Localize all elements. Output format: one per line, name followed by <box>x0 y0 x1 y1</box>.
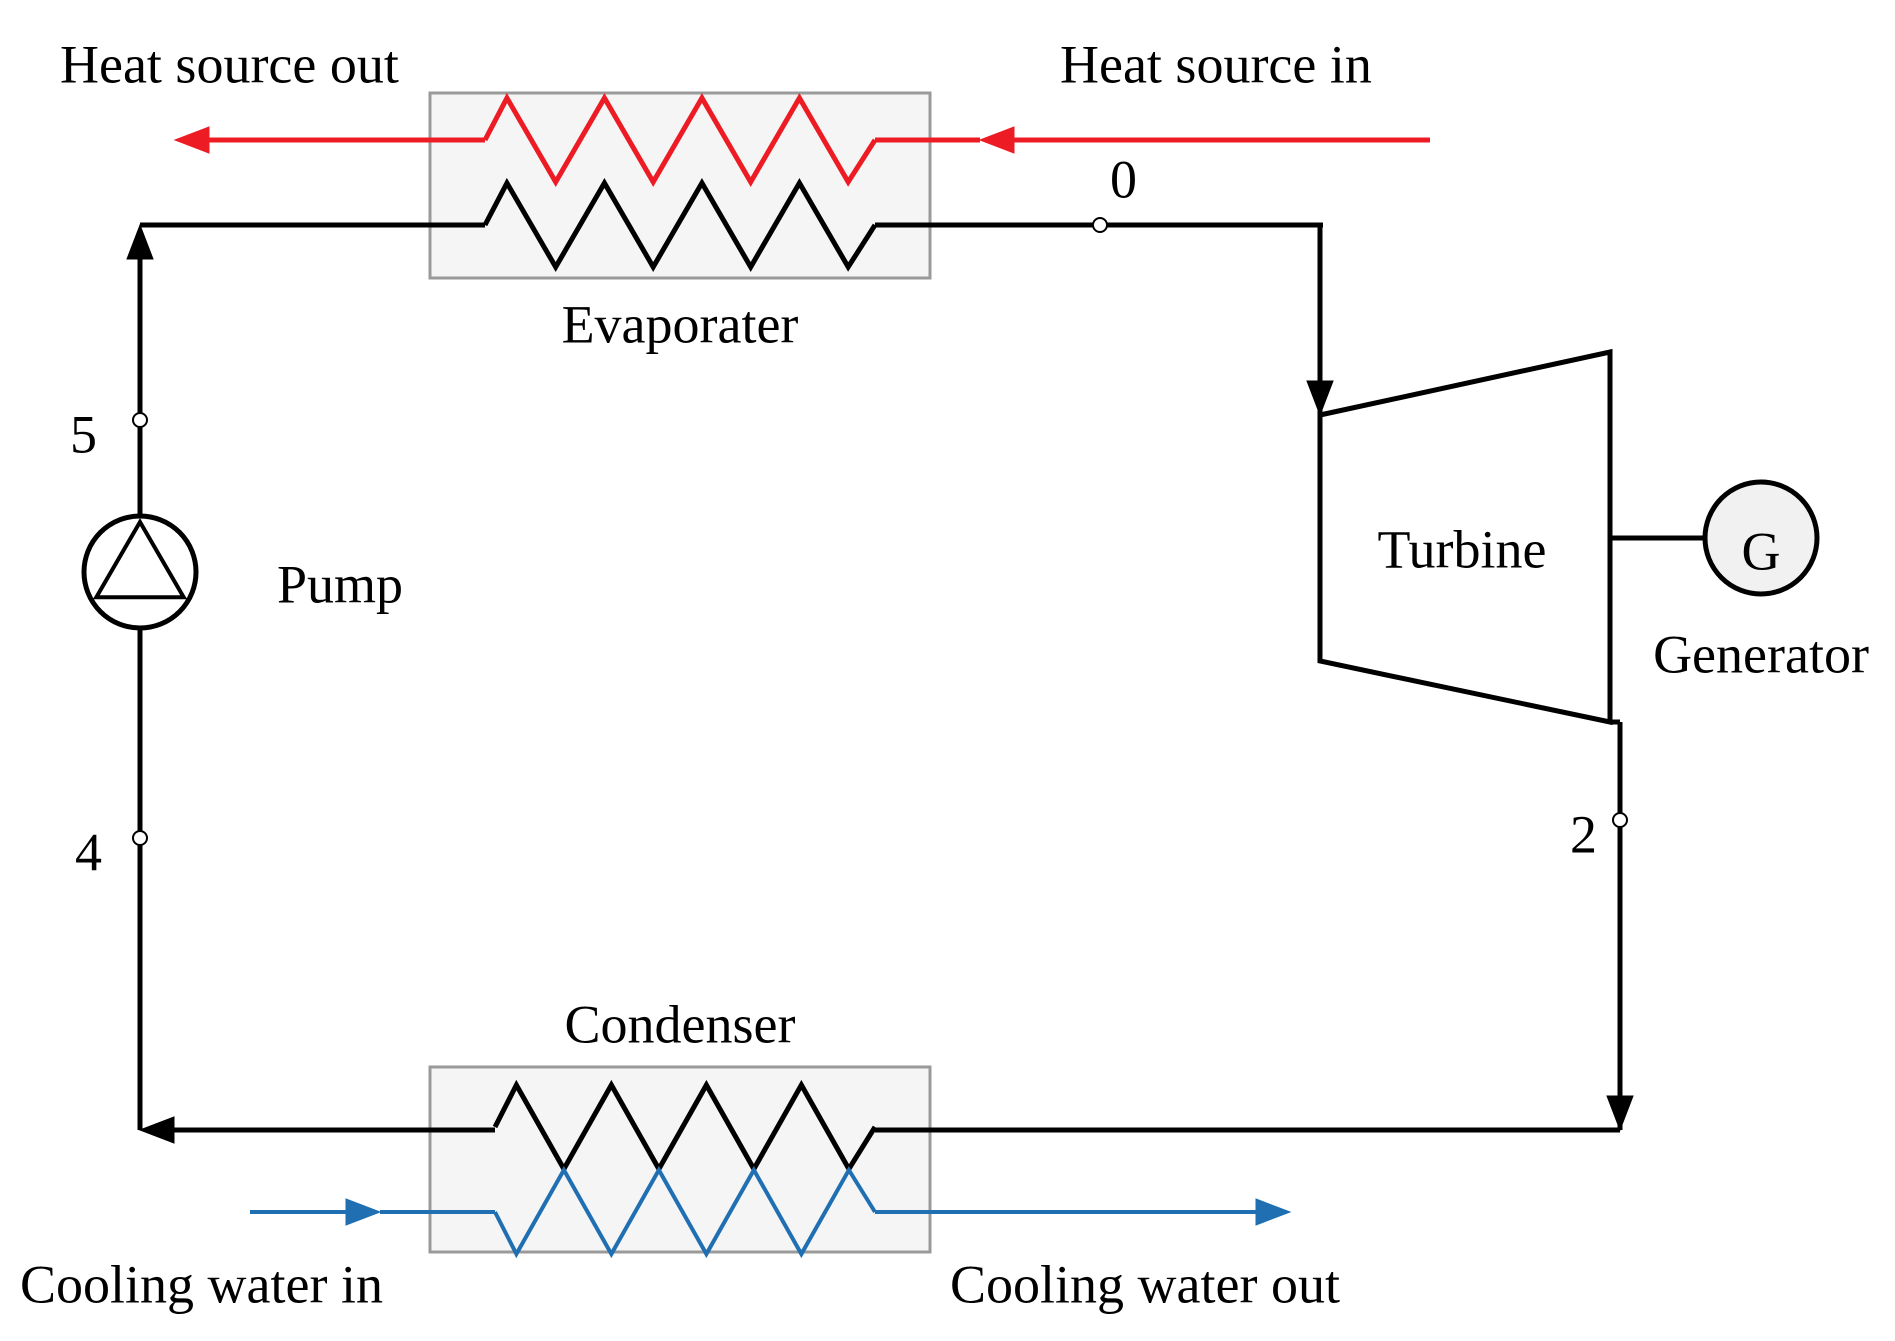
label-cool-out: Cooling water out <box>950 1254 1340 1314</box>
label-pt0: 0 <box>1110 149 1137 209</box>
label-turbine: Turbine <box>1377 519 1546 579</box>
label-pt4: 4 <box>75 822 102 882</box>
heat-out-arrow <box>175 127 209 153</box>
arrow-bottom-left <box>140 1117 174 1143</box>
label-generator: Generator <box>1653 624 1869 684</box>
arrow-top-left <box>127 225 153 259</box>
cool-in-arrow <box>346 1199 380 1225</box>
label-evaporator: Evaporater <box>562 294 799 354</box>
arrow-bottom-right <box>1607 1096 1633 1130</box>
label-heat-out: Heat source out <box>60 34 399 94</box>
label-pump: Pump <box>277 554 403 614</box>
label-heat-in: Heat source in <box>1060 34 1372 94</box>
cool-out-arrow <box>1256 1199 1290 1225</box>
label-pt2: 2 <box>1570 804 1597 864</box>
node-0 <box>1093 218 1107 232</box>
heat-in-arrow <box>980 127 1014 153</box>
node-4 <box>133 831 147 845</box>
label-condenser: Condenser <box>565 994 796 1054</box>
label-cool-in: Cooling water in <box>20 1254 383 1314</box>
label-pt5: 5 <box>70 404 97 464</box>
arrow-into-turbine <box>1307 381 1333 415</box>
node-5 <box>133 413 147 427</box>
node-2 <box>1613 813 1627 827</box>
label-generator-letter: G <box>1742 521 1781 581</box>
patch <box>1323 219 1633 358</box>
pump-circle <box>84 516 196 628</box>
